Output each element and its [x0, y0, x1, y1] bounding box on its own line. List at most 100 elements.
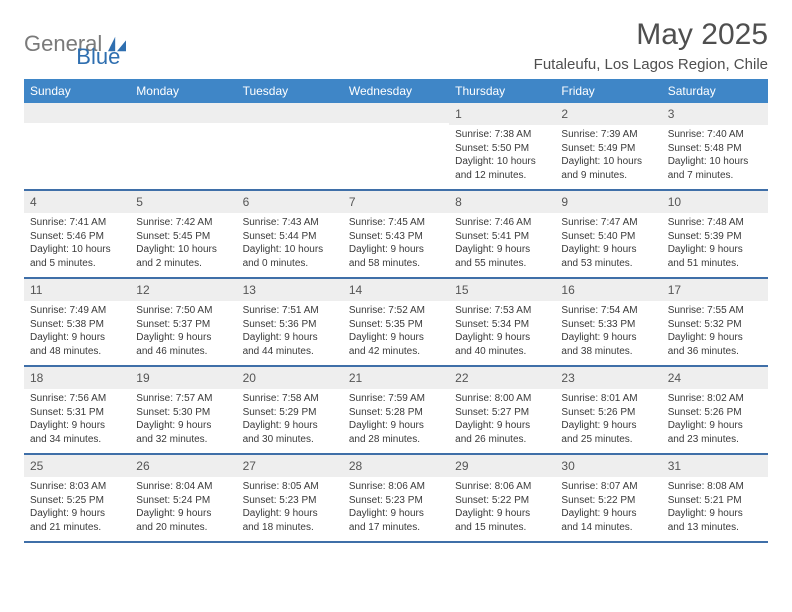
- day-d2: and 26 minutes.: [455, 433, 549, 447]
- day-number: 4: [24, 191, 130, 213]
- week-row: 1Sunrise: 7:38 AMSunset: 5:50 PMDaylight…: [24, 103, 768, 191]
- day-sr: Sunrise: 7:54 AM: [561, 304, 655, 318]
- day-sr: Sunrise: 7:56 AM: [30, 392, 124, 406]
- logo-word-blue: Blue: [76, 44, 120, 70]
- day-ss: Sunset: 5:38 PM: [30, 318, 124, 332]
- day-d2: and 20 minutes.: [136, 521, 230, 535]
- day-d1: Daylight: 9 hours: [349, 243, 443, 257]
- day-cell: 19Sunrise: 7:57 AMSunset: 5:30 PMDayligh…: [130, 367, 236, 453]
- day-d2: and 14 minutes.: [561, 521, 655, 535]
- day-ss: Sunset: 5:49 PM: [561, 142, 655, 156]
- day-number: 2: [555, 103, 661, 125]
- day-number: [24, 103, 130, 123]
- week-row: 4Sunrise: 7:41 AMSunset: 5:46 PMDaylight…: [24, 191, 768, 279]
- day-d2: and 32 minutes.: [136, 433, 230, 447]
- day-sr: Sunrise: 8:01 AM: [561, 392, 655, 406]
- day-d2: and 5 minutes.: [30, 257, 124, 271]
- day-number: 23: [555, 367, 661, 389]
- day-cell: [237, 103, 343, 189]
- day-ss: Sunset: 5:39 PM: [668, 230, 762, 244]
- day-number: 12: [130, 279, 236, 301]
- day-sr: Sunrise: 7:49 AM: [30, 304, 124, 318]
- day-d1: Daylight: 9 hours: [668, 243, 762, 257]
- day-d1: Daylight: 9 hours: [455, 507, 549, 521]
- day-number: 6: [237, 191, 343, 213]
- day-d2: and 40 minutes.: [455, 345, 549, 359]
- day-cell: 5Sunrise: 7:42 AMSunset: 5:45 PMDaylight…: [130, 191, 236, 277]
- day-sr: Sunrise: 8:02 AM: [668, 392, 762, 406]
- day-cell: 11Sunrise: 7:49 AMSunset: 5:38 PMDayligh…: [24, 279, 130, 365]
- day-d1: Daylight: 9 hours: [455, 419, 549, 433]
- day-sr: Sunrise: 8:00 AM: [455, 392, 549, 406]
- day-d1: Daylight: 9 hours: [668, 331, 762, 345]
- day-d2: and 34 minutes.: [30, 433, 124, 447]
- day-ss: Sunset: 5:34 PM: [455, 318, 549, 332]
- day-sr: Sunrise: 8:08 AM: [668, 480, 762, 494]
- day-sr: Sunrise: 7:43 AM: [243, 216, 337, 230]
- day-cell: 26Sunrise: 8:04 AMSunset: 5:24 PMDayligh…: [130, 455, 236, 541]
- day-d1: Daylight: 9 hours: [561, 243, 655, 257]
- day-sr: Sunrise: 7:55 AM: [668, 304, 762, 318]
- weekday-header: Wednesday: [343, 79, 449, 103]
- day-cell: 28Sunrise: 8:06 AMSunset: 5:23 PMDayligh…: [343, 455, 449, 541]
- day-ss: Sunset: 5:23 PM: [243, 494, 337, 508]
- day-number: [237, 103, 343, 123]
- day-cell: 20Sunrise: 7:58 AMSunset: 5:29 PMDayligh…: [237, 367, 343, 453]
- day-ss: Sunset: 5:24 PM: [136, 494, 230, 508]
- day-d1: Daylight: 9 hours: [136, 419, 230, 433]
- day-d2: and 38 minutes.: [561, 345, 655, 359]
- day-sr: Sunrise: 8:06 AM: [455, 480, 549, 494]
- day-d2: and 48 minutes.: [30, 345, 124, 359]
- day-cell: 22Sunrise: 8:00 AMSunset: 5:27 PMDayligh…: [449, 367, 555, 453]
- day-d2: and 9 minutes.: [561, 169, 655, 183]
- day-d2: and 53 minutes.: [561, 257, 655, 271]
- day-d1: Daylight: 9 hours: [561, 331, 655, 345]
- day-d1: Daylight: 9 hours: [561, 507, 655, 521]
- day-ss: Sunset: 5:32 PM: [668, 318, 762, 332]
- day-number: [343, 103, 449, 123]
- day-number: 26: [130, 455, 236, 477]
- day-cell: 15Sunrise: 7:53 AMSunset: 5:34 PMDayligh…: [449, 279, 555, 365]
- day-cell: 25Sunrise: 8:03 AMSunset: 5:25 PMDayligh…: [24, 455, 130, 541]
- day-number: 16: [555, 279, 661, 301]
- day-d2: and 17 minutes.: [349, 521, 443, 535]
- day-d1: Daylight: 10 hours: [243, 243, 337, 257]
- day-number: 21: [343, 367, 449, 389]
- day-number: 31: [662, 455, 768, 477]
- day-sr: Sunrise: 7:59 AM: [349, 392, 443, 406]
- day-cell: 18Sunrise: 7:56 AMSunset: 5:31 PMDayligh…: [24, 367, 130, 453]
- day-cell: 6Sunrise: 7:43 AMSunset: 5:44 PMDaylight…: [237, 191, 343, 277]
- day-d2: and 23 minutes.: [668, 433, 762, 447]
- day-d1: Daylight: 10 hours: [455, 155, 549, 169]
- day-d2: and 30 minutes.: [243, 433, 337, 447]
- day-ss: Sunset: 5:37 PM: [136, 318, 230, 332]
- weekday-header: Saturday: [662, 79, 768, 103]
- day-cell: 21Sunrise: 7:59 AMSunset: 5:28 PMDayligh…: [343, 367, 449, 453]
- day-ss: Sunset: 5:29 PM: [243, 406, 337, 420]
- day-cell: 1Sunrise: 7:38 AMSunset: 5:50 PMDaylight…: [449, 103, 555, 189]
- day-number: 13: [237, 279, 343, 301]
- day-d1: Daylight: 9 hours: [349, 507, 443, 521]
- day-ss: Sunset: 5:48 PM: [668, 142, 762, 156]
- day-number: 25: [24, 455, 130, 477]
- day-ss: Sunset: 5:46 PM: [30, 230, 124, 244]
- day-cell: 8Sunrise: 7:46 AMSunset: 5:41 PMDaylight…: [449, 191, 555, 277]
- day-number: 5: [130, 191, 236, 213]
- day-d2: and 0 minutes.: [243, 257, 337, 271]
- day-sr: Sunrise: 7:45 AM: [349, 216, 443, 230]
- day-cell: 4Sunrise: 7:41 AMSunset: 5:46 PMDaylight…: [24, 191, 130, 277]
- day-d1: Daylight: 9 hours: [455, 331, 549, 345]
- day-number: 1: [449, 103, 555, 125]
- day-ss: Sunset: 5:33 PM: [561, 318, 655, 332]
- day-d1: Daylight: 10 hours: [561, 155, 655, 169]
- day-cell: 17Sunrise: 7:55 AMSunset: 5:32 PMDayligh…: [662, 279, 768, 365]
- day-sr: Sunrise: 7:46 AM: [455, 216, 549, 230]
- day-sr: Sunrise: 8:06 AM: [349, 480, 443, 494]
- title-location: Futaleufu, Los Lagos Region, Chile: [534, 56, 768, 73]
- day-d1: Daylight: 9 hours: [30, 507, 124, 521]
- day-sr: Sunrise: 8:03 AM: [30, 480, 124, 494]
- day-cell: [130, 103, 236, 189]
- day-d2: and 55 minutes.: [455, 257, 549, 271]
- day-cell: 2Sunrise: 7:39 AMSunset: 5:49 PMDaylight…: [555, 103, 661, 189]
- brand-logo: General Blue: [24, 18, 120, 70]
